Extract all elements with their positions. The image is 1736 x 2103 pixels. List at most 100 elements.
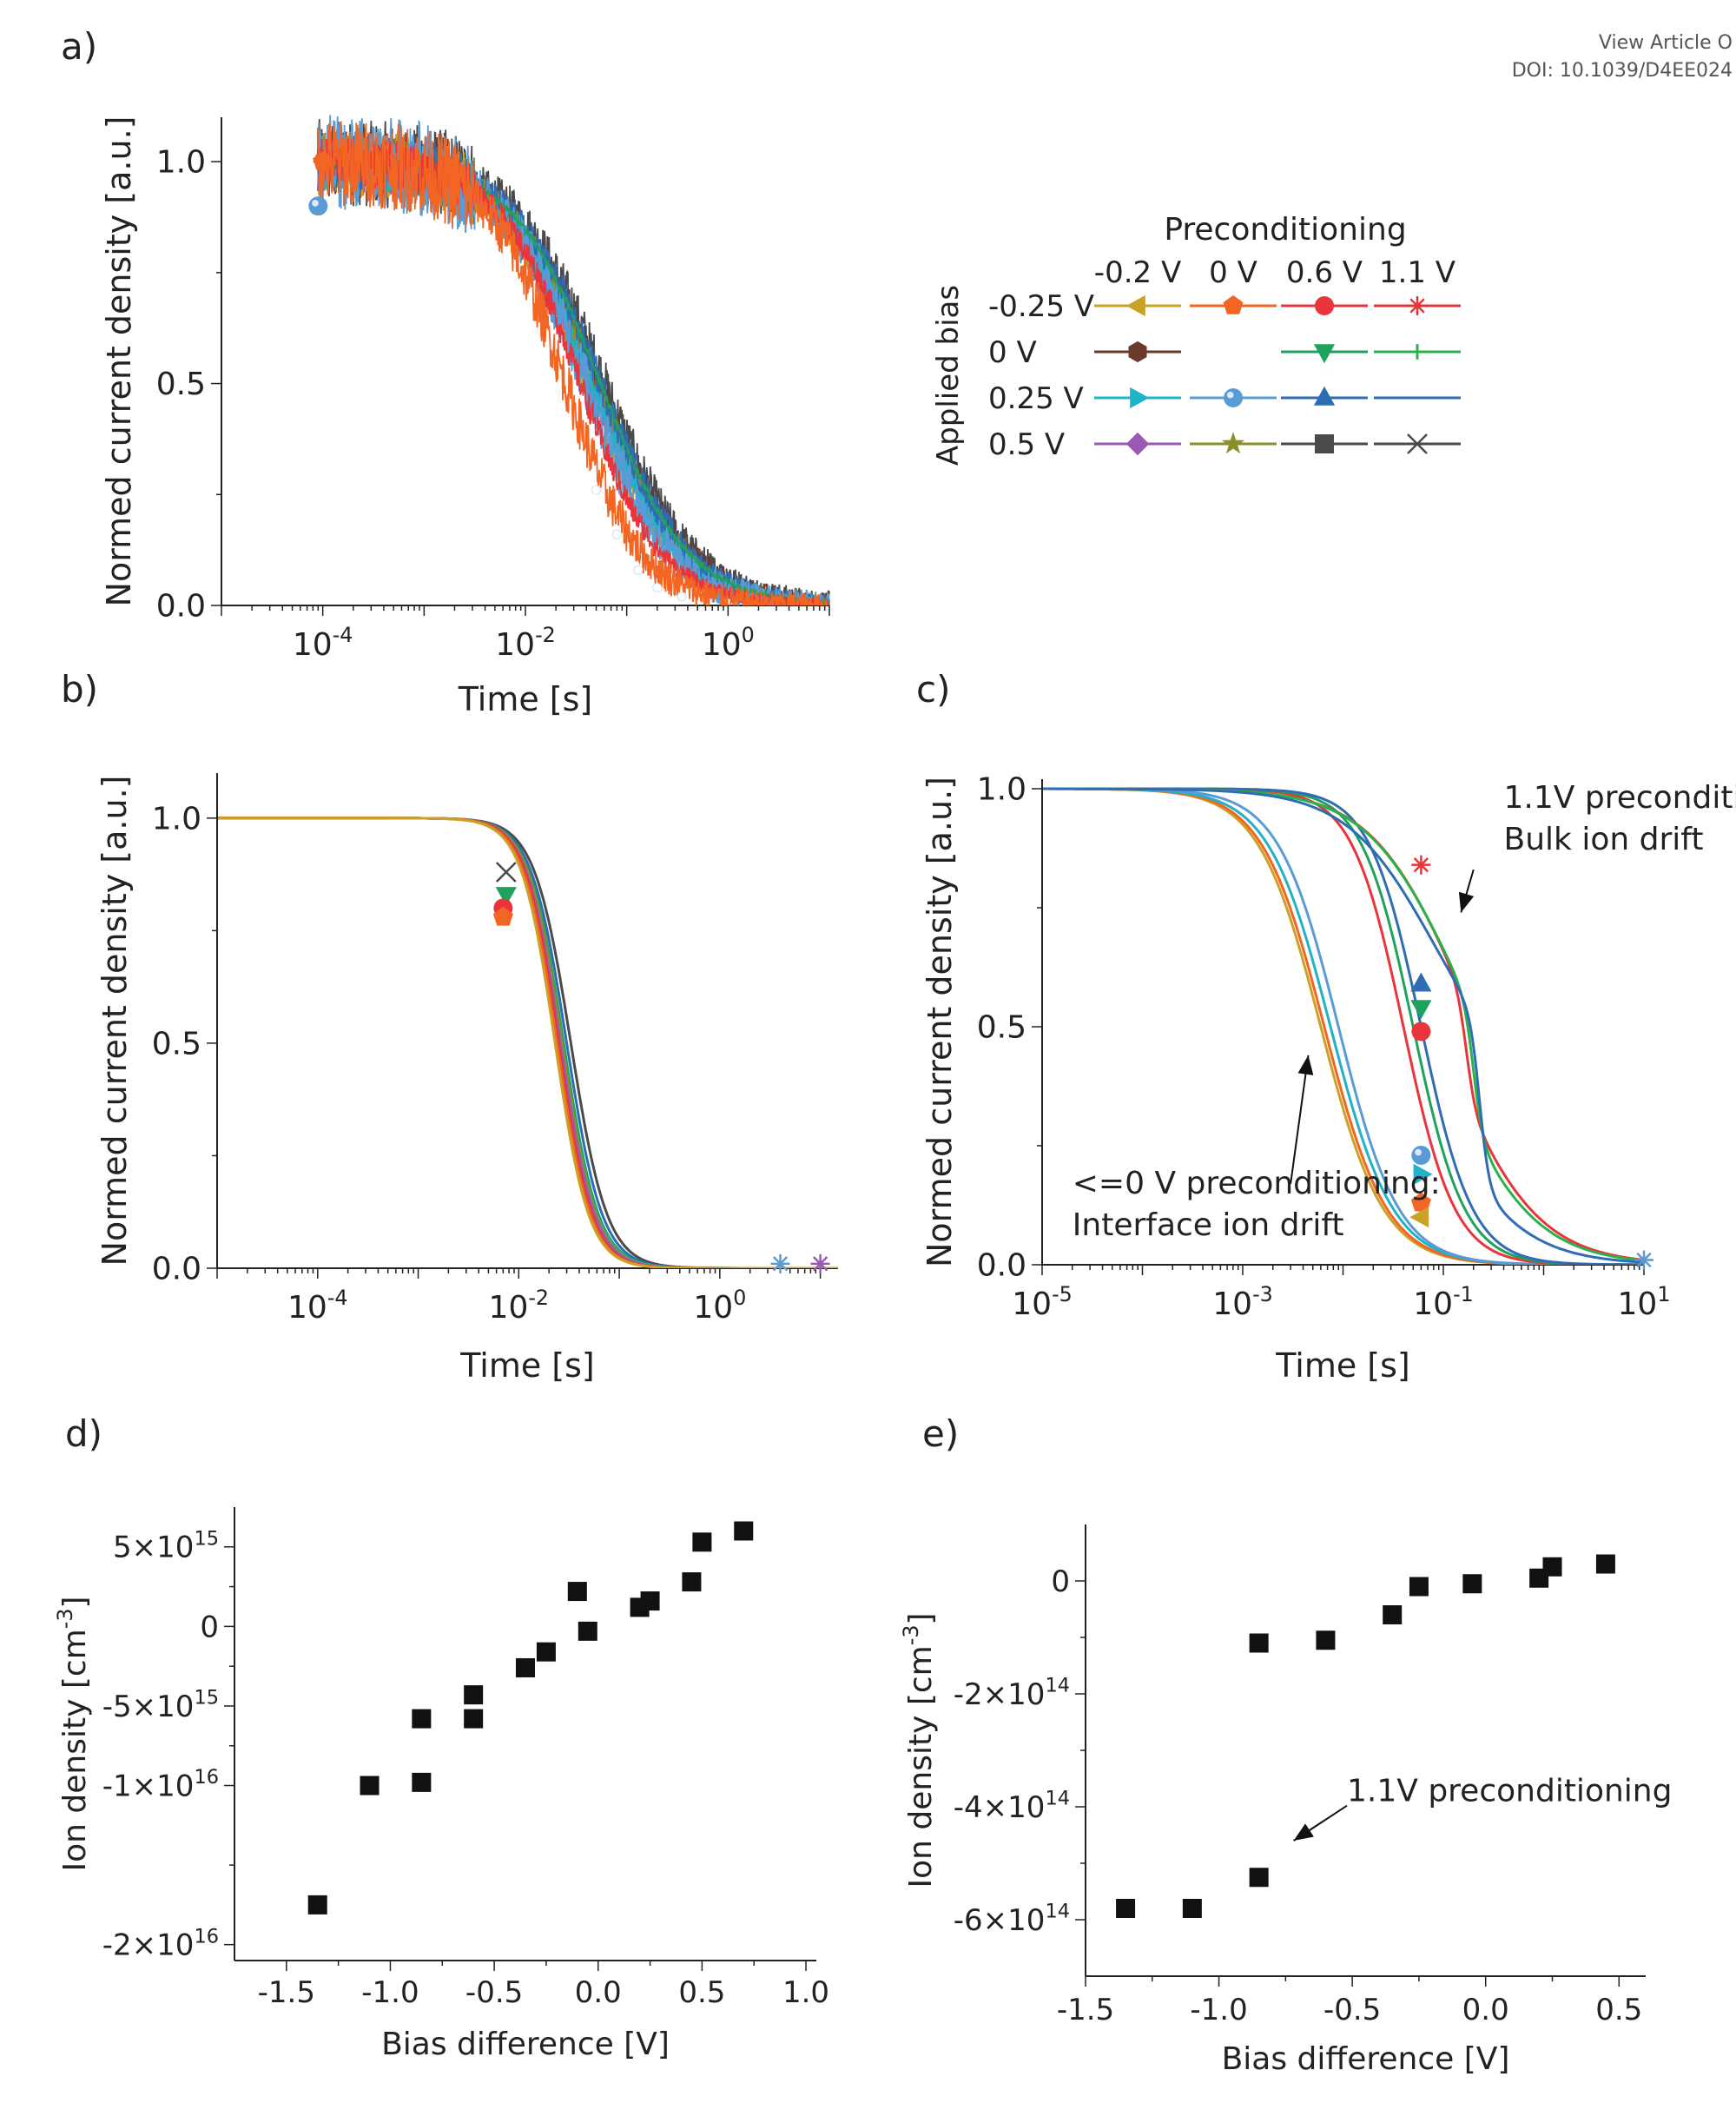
legend-triangle-up-marker (1313, 386, 1336, 406)
x-tick-label: -1.0 (361, 1975, 419, 2010)
y-axis-title-exp: -3 (899, 1625, 923, 1646)
y-tick-label-base: -5×10 (102, 1690, 195, 1724)
pentagon-marker (1410, 1192, 1431, 1212)
x-axis-title: Bias difference [V] (1222, 2041, 1510, 2077)
triangle-up-shape (1313, 386, 1336, 406)
y-tick-label: 1.0 (156, 145, 206, 181)
cross-marker (495, 862, 517, 883)
x-tick-label-base: 10 (1618, 1286, 1658, 1322)
scatter-point (1595, 1554, 1615, 1574)
pentagon-shape (1410, 1192, 1431, 1212)
triangle-down-shape (1410, 1000, 1432, 1020)
legend-column-label: 0.6 V (1286, 255, 1363, 290)
triangle-up-shape (1410, 972, 1432, 992)
x-tick-label-base: 10 (702, 627, 742, 663)
scatter-point (640, 1591, 660, 1611)
legend-hexagon-marker (1128, 341, 1147, 363)
cross-stroke (1407, 433, 1428, 454)
y-axis-title-exp: -3 (53, 1609, 77, 1630)
view-article-link[interactable]: View Article O (1598, 32, 1733, 54)
asterisk-stroke (1409, 298, 1425, 314)
scatter-point (1462, 1574, 1482, 1594)
y-axis-title-main: Ion density [cm (57, 1629, 93, 1871)
y-tick-label-exp: 14 (1045, 1675, 1070, 1697)
legend-square-marker (1315, 434, 1334, 453)
annotation-text: Bulk ion drift (1504, 822, 1704, 857)
legend-column-label: 1.1 V (1379, 255, 1455, 290)
y-tick-label-exp: 16 (194, 1925, 219, 1948)
x-tick-label-exp: -1 (1453, 1282, 1474, 1306)
legend-column-label: -0.2 V (1094, 255, 1181, 290)
series-group (218, 817, 838, 1268)
x-tick-label-exp: -3 (1252, 1282, 1273, 1306)
pentagon-marker (492, 906, 513, 926)
x-tick-label-base: 10 (1212, 1286, 1252, 1322)
legend-triangle-left-marker (1125, 294, 1145, 317)
annotation-arrow-head (1297, 1055, 1314, 1075)
panel-label: d) (65, 1412, 102, 1455)
data-point-highlight (633, 565, 644, 575)
legend-triangle-down-marker (1313, 344, 1336, 364)
x-tick-label: 10-5 (1012, 1282, 1073, 1322)
triangle-left-shape (1125, 294, 1145, 317)
series-line (316, 139, 829, 605)
x-tick-label-base: 10 (489, 1290, 529, 1326)
triangle-up-marker (1410, 972, 1432, 992)
x-tick-label-exp: -2 (528, 1286, 549, 1310)
scatter-point (360, 1776, 380, 1795)
x-tick-label-exp: -4 (333, 623, 353, 647)
x-tick-label: 101 (1618, 1282, 1671, 1322)
scatter-point (734, 1521, 754, 1541)
y-tick-label-exp: 14 (1045, 1788, 1070, 1810)
scatter-point (464, 1709, 484, 1729)
x-tick-label: 10-4 (287, 1286, 348, 1326)
annotation: <=0 V preconditioning: Interface ion drif… (1073, 1055, 1441, 1243)
legend-row-title: Applied bias (931, 285, 966, 466)
annotation-text: 1.1V preconditioning: (1504, 780, 1736, 816)
asterisk-stroke (1636, 1252, 1652, 1268)
diamond-marker-shape (1125, 432, 1150, 456)
y-axis-title: Normed current density [a.u.] (921, 777, 959, 1267)
sphere-marker (308, 196, 328, 216)
x-axis-title: Bias difference [V] (381, 2027, 670, 2062)
annotation-arrow-head (1293, 1823, 1314, 1841)
scatter-point (567, 1582, 587, 1602)
legend-triangle-right-marker (1130, 387, 1150, 409)
x-tick-label-base: 10 (287, 1290, 327, 1326)
x-tick-label: 10-3 (1212, 1282, 1273, 1322)
sphere-marker-highlight (1415, 1148, 1422, 1156)
circle-marker-shape (1315, 296, 1334, 315)
pentagon-shape (492, 906, 513, 926)
y-tick-label: 0.0 (152, 1252, 201, 1287)
pentagon-shape (313, 151, 333, 170)
cross-stroke (495, 862, 517, 883)
scatter-point (516, 1657, 535, 1677)
hexagon-shape (1128, 341, 1147, 363)
annotation-text: Interface ion drift (1073, 1207, 1344, 1243)
panel-label: a) (61, 25, 97, 68)
x-tick-label: -1.5 (1057, 1993, 1114, 2027)
x-tick-label-exp: -5 (1052, 1282, 1073, 1306)
legend-row: -0.25 V (988, 289, 1461, 324)
asterisk-marker (1411, 855, 1431, 875)
circle-marker (1411, 1022, 1431, 1042)
triangle-down-marker (1410, 1000, 1432, 1020)
triangle-right-shape (1413, 1163, 1433, 1185)
series-line (1043, 787, 1645, 1264)
x-tick-label-exp: 1 (1657, 1282, 1670, 1306)
annotation-arrow-head (1458, 891, 1475, 913)
scatter-point (1116, 1899, 1136, 1918)
scatter-point (1542, 1557, 1562, 1577)
sphere-marker-highlight (1226, 391, 1234, 399)
y-tick-label: 1.0 (977, 772, 1026, 808)
pentagon-shape (1223, 294, 1244, 314)
panel-label: b) (61, 668, 98, 711)
x-tick-label: 0.5 (678, 1975, 725, 2010)
series-line (218, 817, 838, 1268)
circle-marker-shape (1411, 1022, 1431, 1042)
legend-title: Preconditioning (1164, 212, 1406, 248)
y-tick-label: -2×1016 (102, 1925, 219, 1962)
legend-circle-marker (1315, 296, 1334, 315)
